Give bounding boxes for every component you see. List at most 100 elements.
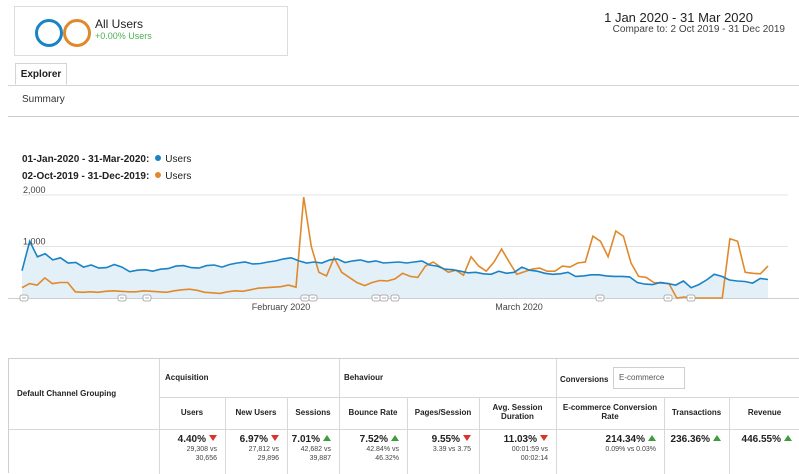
group-divider xyxy=(339,359,340,474)
metric-compare-text: 42.84% vs xyxy=(366,446,399,453)
metric-value-cell: 214.34% 0.09% vs 0.03% xyxy=(560,434,656,454)
metric-compare-text: 0.09% vs 0.03% xyxy=(605,446,656,453)
group-divider xyxy=(159,359,160,474)
arrow-down-icon xyxy=(271,435,279,441)
group-behaviour: Behaviour xyxy=(344,373,384,382)
tab-summary[interactable]: Summary xyxy=(22,94,65,105)
column-header-users[interactable]: Users xyxy=(180,408,204,417)
group-divider xyxy=(556,359,557,474)
chart-labels: 2,000 1,000 February 2020 March 2020 xyxy=(23,185,543,312)
annotation-marker-icon[interactable] xyxy=(379,294,389,302)
column-divider xyxy=(664,397,665,474)
column-divider xyxy=(479,397,480,474)
metric-value-cell: 4.40% 29,308 vs 30,656 xyxy=(163,434,217,463)
column-divider xyxy=(729,397,730,474)
compare-segment-circle-icon xyxy=(63,19,91,47)
arrow-up-icon xyxy=(784,435,792,441)
panel-divider xyxy=(8,116,799,117)
legend-previous: 02-Oct-2019 - 31-Dec-2019: Users xyxy=(22,171,191,182)
column-divider xyxy=(225,397,226,474)
annotation-marker-icon[interactable] xyxy=(595,294,605,302)
chart-annotations[interactable] xyxy=(19,294,696,302)
annotation-marker-icon[interactable] xyxy=(686,294,696,302)
metric-compare-text: 29,896 xyxy=(257,455,279,462)
metric-change: 7.52% xyxy=(343,434,399,445)
metric-change: 6.97% xyxy=(229,434,279,445)
date-range-picker[interactable]: 1 Jan 2020 - 31 Mar 2020 xyxy=(604,10,753,25)
explorer-table: Default Channel Grouping Acquisition Beh… xyxy=(8,358,799,474)
metric-compare-text: 3.39 vs 3.75 xyxy=(432,446,471,453)
column-header-e-commerce-conversion-rate[interactable]: E-commerce Conversion Rate xyxy=(562,403,658,421)
current-segment-circle-icon xyxy=(35,19,63,47)
legend-previous-series: Users xyxy=(165,171,192,182)
annotation-marker-icon[interactable] xyxy=(142,294,152,302)
data-row-divider xyxy=(9,429,799,430)
y-tick-label: 2,000 xyxy=(23,185,46,195)
arrow-up-icon xyxy=(648,435,656,441)
metric-compare-text: 27,812 vs xyxy=(248,446,279,453)
conversion-select[interactable]: E-commerce xyxy=(613,367,685,389)
column-header-pages-session[interactable]: Pages/Session xyxy=(414,408,472,417)
column-header-new-users[interactable]: New Users xyxy=(235,408,277,417)
metric-value-cell: 236.36% xyxy=(668,434,721,445)
metric-compare-text: 00:01:59 vs xyxy=(511,446,548,453)
segment-card[interactable]: All Users +0.00% Users xyxy=(14,6,288,56)
annotation-marker-icon[interactable] xyxy=(19,294,29,302)
column-divider xyxy=(287,397,288,474)
column-header-avg-session-duration[interactable]: Avg. Session Duration xyxy=(492,403,543,421)
annotation-marker-icon[interactable] xyxy=(300,294,310,302)
dimension-header[interactable]: Default Channel Grouping xyxy=(17,389,117,398)
y-tick-label: 1,000 xyxy=(23,237,46,247)
arrow-down-icon xyxy=(540,435,548,441)
metric-change: 4.40% xyxy=(163,434,217,445)
tab-divider xyxy=(8,85,799,86)
arrow-down-icon xyxy=(209,435,217,441)
metric-change: 9.55% xyxy=(411,434,471,445)
series-current-area xyxy=(22,241,768,298)
metric-value-cell: 9.55% 3.39 vs 3.75 xyxy=(411,434,471,454)
column-divider xyxy=(407,397,408,474)
metric-compare-text: 39,887 xyxy=(309,455,331,462)
segment-name: All Users xyxy=(95,17,144,31)
line-chart[interactable]: 2,000 1,000 February 2020 March 2020 xyxy=(0,185,799,315)
arrow-down-icon xyxy=(463,435,471,441)
column-header-sessions[interactable]: Sessions xyxy=(295,408,331,417)
legend-current-series: Users xyxy=(165,154,192,165)
annotation-marker-icon[interactable] xyxy=(117,294,127,302)
tab-explorer[interactable]: Explorer xyxy=(15,63,67,85)
series-previous-line[interactable] xyxy=(21,196,769,299)
x-tick-label: February 2020 xyxy=(252,302,311,312)
chart-series xyxy=(21,196,769,299)
group-acquisition: Acquisition xyxy=(165,373,209,382)
column-header-revenue[interactable]: Revenue xyxy=(747,408,782,417)
metric-compare-text: 29,308 vs xyxy=(186,446,217,453)
header-row-divider xyxy=(159,397,799,398)
metric-compare-text: 30,656 xyxy=(195,455,217,462)
compare-range[interactable]: Compare to: 2 Oct 2019 - 31 Dec 2019 xyxy=(612,24,785,35)
annotation-marker-icon[interactable] xyxy=(371,294,381,302)
arrow-up-icon xyxy=(391,435,399,441)
arrow-up-icon xyxy=(713,435,721,441)
metric-compare-text: 42,682 vs xyxy=(300,446,331,453)
x-tick-label: March 2020 xyxy=(495,302,543,312)
annotation-marker-icon[interactable] xyxy=(390,294,400,302)
metric-compare-text: 46.32% xyxy=(375,455,399,462)
legend-current-dot-icon xyxy=(155,155,162,161)
metric-change: 11.03% xyxy=(483,434,548,445)
column-header-transactions[interactable]: Transactions xyxy=(671,408,722,417)
annotation-marker-icon[interactable] xyxy=(663,294,673,302)
metric-value-cell: 7.52% 42.84% vs 46.32% xyxy=(343,434,399,463)
column-header-bounce-rate[interactable]: Bounce Rate xyxy=(348,408,398,417)
metric-value-cell: 6.97% 27,812 vs 29,896 xyxy=(229,434,279,463)
legend-previous-dot-icon xyxy=(155,172,162,178)
metric-change: 7.01% xyxy=(291,434,331,445)
group-conversions: Conversions xyxy=(560,375,609,384)
metric-change: 236.36% xyxy=(668,434,721,445)
metric-change: 446.55% xyxy=(733,434,792,445)
arrow-up-icon xyxy=(323,435,331,441)
segment-change: +0.00% Users xyxy=(95,31,152,41)
series-current-line[interactable] xyxy=(21,239,769,289)
metric-change: 214.34% xyxy=(560,434,656,445)
metric-value-cell: 11.03% 00:01:59 vs 00:02:14 xyxy=(483,434,548,463)
annotation-marker-icon[interactable] xyxy=(308,294,318,302)
